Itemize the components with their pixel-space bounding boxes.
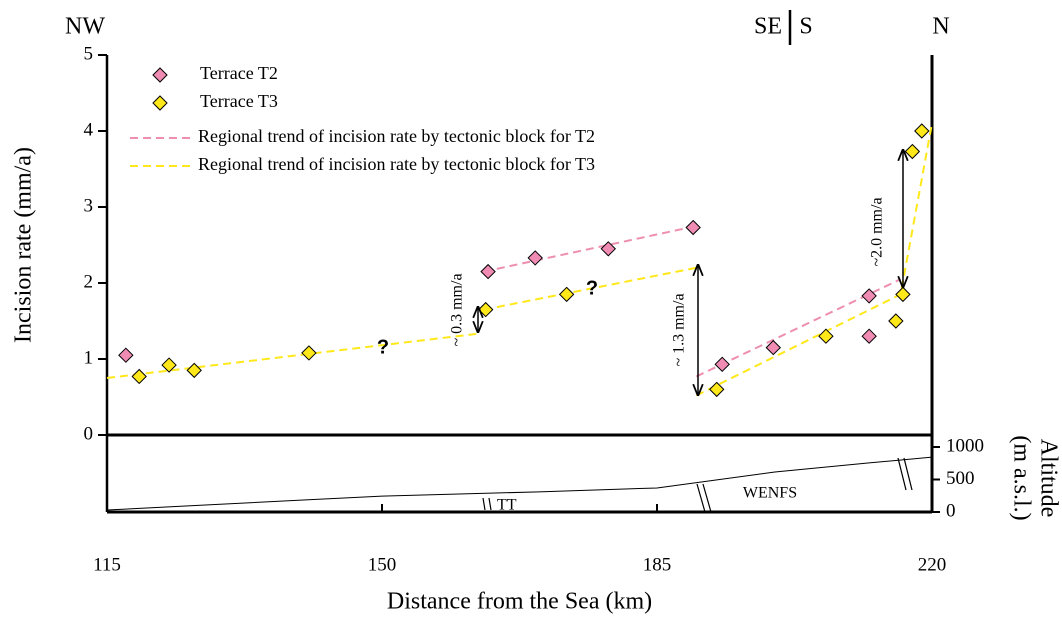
x-tick-label: 150 — [368, 554, 397, 575]
legend-label: Terrace T3 — [200, 91, 278, 111]
y-tick-label: 1 — [84, 347, 94, 368]
corner-label: S — [799, 14, 812, 40]
corner-label: NW — [65, 14, 105, 40]
alt-tick-label: 1000 — [946, 435, 984, 456]
alt-axis-label: Altitude — [1035, 439, 1061, 518]
data-point — [765, 339, 781, 356]
data-point — [904, 143, 921, 160]
data-point — [895, 286, 911, 303]
data-point — [558, 286, 575, 303]
y-tick-label: 5 — [84, 43, 94, 64]
legend-marker — [152, 95, 168, 111]
x-tick-label: 220 — [918, 554, 947, 575]
x-tick-label: 185 — [643, 554, 672, 575]
data-point — [714, 356, 730, 373]
data-point — [186, 362, 202, 379]
arrow-label: ~ 1.3 mm/a — [671, 293, 688, 366]
y-tick-label: 3 — [84, 195, 94, 216]
data-point — [685, 219, 701, 236]
data-point — [161, 357, 177, 373]
data-point — [131, 368, 147, 385]
data-point — [478, 301, 494, 318]
alt-axis-label: (m a.s.l.) — [1008, 435, 1034, 520]
y-axis-label: Incision rate (mm/a) — [11, 147, 37, 343]
data-point — [861, 288, 877, 304]
legend-label: Regional trend of incision rate by tecto… — [198, 126, 595, 146]
data-point — [709, 381, 725, 398]
unit-label: TT — [497, 497, 517, 514]
data-point — [914, 123, 930, 139]
x-axis-label: Distance from the Sea (km) — [387, 589, 652, 615]
question-mark: ? — [586, 277, 598, 299]
x-tick-label: 115 — [93, 554, 121, 575]
data-point — [818, 328, 834, 344]
data-point — [118, 347, 134, 363]
legend-marker — [152, 67, 168, 83]
arrow-label: ~ 0.3 mm/a — [449, 273, 466, 346]
data-point — [480, 263, 496, 280]
y-tick-label: 4 — [84, 119, 94, 140]
data-point — [301, 345, 317, 361]
alt-tick-label: 500 — [946, 468, 975, 489]
data-point — [888, 313, 904, 329]
data-point — [861, 328, 877, 344]
y-tick-label: 2 — [84, 271, 94, 292]
data-point — [527, 250, 543, 266]
alt-tick-label: 0 — [946, 500, 956, 521]
arrow-label: ~2.0 mm/a — [869, 197, 886, 266]
fault-symbols — [482, 457, 913, 513]
legend-label: Terrace T2 — [200, 63, 278, 83]
question-mark: ? — [377, 336, 389, 358]
altitude-profile — [106, 456, 933, 511]
trend-line — [483, 225, 902, 378]
legend-label: Regional trend of incision rate by tecto… — [198, 154, 595, 174]
corner-label: SE — [754, 14, 782, 40]
corner-label: N — [932, 14, 949, 40]
y-tick-label: 0 — [84, 423, 94, 444]
unit-label: WENFS — [743, 485, 797, 502]
data-point — [600, 241, 616, 257]
